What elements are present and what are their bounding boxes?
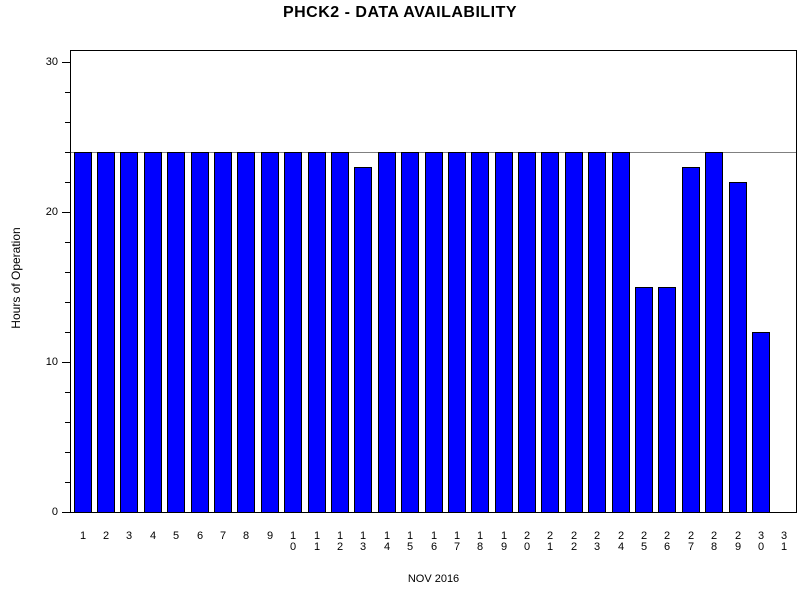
x-tick-label-day-23: 2 3: [593, 530, 601, 553]
x-tick-label-day-11: 1 1: [313, 530, 321, 553]
bar-day-24: [612, 152, 630, 512]
bar-day-16: [425, 152, 443, 512]
bar-day-7: [214, 152, 232, 512]
x-tick-label-day-12: 1 2: [336, 530, 344, 553]
y-tick-major-30: [62, 62, 70, 63]
x-tick-label-day-14: 1 4: [383, 530, 391, 553]
bar-day-17: [448, 152, 466, 512]
y-tick-label-20: 20: [45, 206, 58, 218]
x-tick-label-day-22: 2 2: [570, 530, 578, 553]
y-tick-minor-18: [65, 242, 70, 243]
y-tick-label-0: 0: [51, 506, 58, 518]
x-tick-label-day-20: 2 0: [523, 530, 531, 553]
y-tick-label-30: 30: [45, 56, 58, 68]
bar-day-28: [705, 152, 723, 512]
x-tick-label-day-8: 8: [242, 530, 250, 542]
y-tick-minor-16: [65, 272, 70, 273]
y-tick-minor-24: [65, 152, 70, 153]
x-tick-label-day-13: 1 3: [359, 530, 367, 553]
bar-day-30: [752, 332, 770, 512]
x-tick-label-day-16: 1 6: [430, 530, 438, 553]
bar-day-1: [74, 152, 92, 512]
bar-day-12: [331, 152, 349, 512]
y-tick-label-10: 10: [45, 356, 58, 368]
x-tick-label-day-18: 1 8: [476, 530, 484, 553]
bar-day-18: [471, 152, 489, 512]
bar-day-9: [261, 152, 279, 512]
chart-title: PHCK2 - DATA AVAILABILITY: [282, 4, 518, 21]
bar-day-25: [635, 287, 653, 512]
x-tick-label-day-24: 2 4: [617, 530, 625, 553]
bar-day-29: [729, 182, 747, 512]
y-tick-major-0: [62, 512, 70, 513]
y-tick-minor-14: [65, 302, 70, 303]
x-tick-label-day-28: 2 8: [710, 530, 718, 553]
bar-day-10: [284, 152, 302, 512]
x-tick-label-day-17: 1 7: [453, 530, 461, 553]
bar-day-11: [308, 152, 326, 512]
x-tick-label-day-30: 3 0: [757, 530, 765, 553]
y-tick-major-20: [62, 212, 70, 213]
x-tick-label-day-10: 1 0: [289, 530, 297, 553]
y-tick-minor-2: [65, 482, 70, 483]
bar-day-4: [144, 152, 162, 512]
y-tick-minor-26: [65, 122, 70, 123]
bar-day-13: [354, 167, 372, 512]
x-axis-label: NOV 2016: [407, 573, 460, 585]
x-tick-label-day-6: 6: [196, 530, 204, 542]
x-tick-label-day-5: 5: [172, 530, 180, 542]
y-tick-minor-22: [65, 182, 70, 183]
y-tick-minor-12: [65, 332, 70, 333]
x-tick-label-day-27: 2 7: [687, 530, 695, 553]
bar-day-15: [401, 152, 419, 512]
plot-area: [70, 50, 797, 513]
bar-day-6: [191, 152, 209, 512]
bar-day-26: [658, 287, 676, 512]
x-tick-label-day-19: 1 9: [500, 530, 508, 553]
x-tick-label-day-7: 7: [219, 530, 227, 542]
bar-day-8: [237, 152, 255, 512]
bar-day-23: [588, 152, 606, 512]
x-tick-label-day-15: 1 5: [406, 530, 414, 553]
y-tick-major-10: [62, 362, 70, 363]
bar-day-14: [378, 152, 396, 512]
bar-day-2: [97, 152, 115, 512]
x-tick-label-day-2: 2: [102, 530, 110, 542]
x-tick-label-day-1: 1: [79, 530, 87, 542]
x-tick-label-day-29: 2 9: [734, 530, 742, 553]
x-tick-label-day-31: 3 1: [780, 530, 788, 553]
x-tick-label-day-25: 2 5: [640, 530, 648, 553]
bar-day-22: [565, 152, 583, 512]
bar-day-21: [541, 152, 559, 512]
y-tick-minor-4: [65, 452, 70, 453]
x-tick-label-day-3: 3: [125, 530, 133, 542]
bar-day-20: [518, 152, 536, 512]
bar-day-5: [167, 152, 185, 512]
x-tick-label-day-4: 4: [149, 530, 157, 542]
bar-day-19: [495, 152, 513, 512]
x-tick-label-day-26: 2 6: [663, 530, 671, 553]
x-tick-label-day-21: 2 1: [546, 530, 554, 553]
y-tick-minor-8: [65, 392, 70, 393]
bar-day-3: [120, 152, 138, 512]
y-tick-minor-28: [65, 92, 70, 93]
x-tick-label-day-9: 9: [266, 530, 274, 542]
y-tick-minor-6: [65, 422, 70, 423]
y-axis-label: Hours of Operation: [9, 227, 23, 329]
bar-day-27: [682, 167, 700, 512]
